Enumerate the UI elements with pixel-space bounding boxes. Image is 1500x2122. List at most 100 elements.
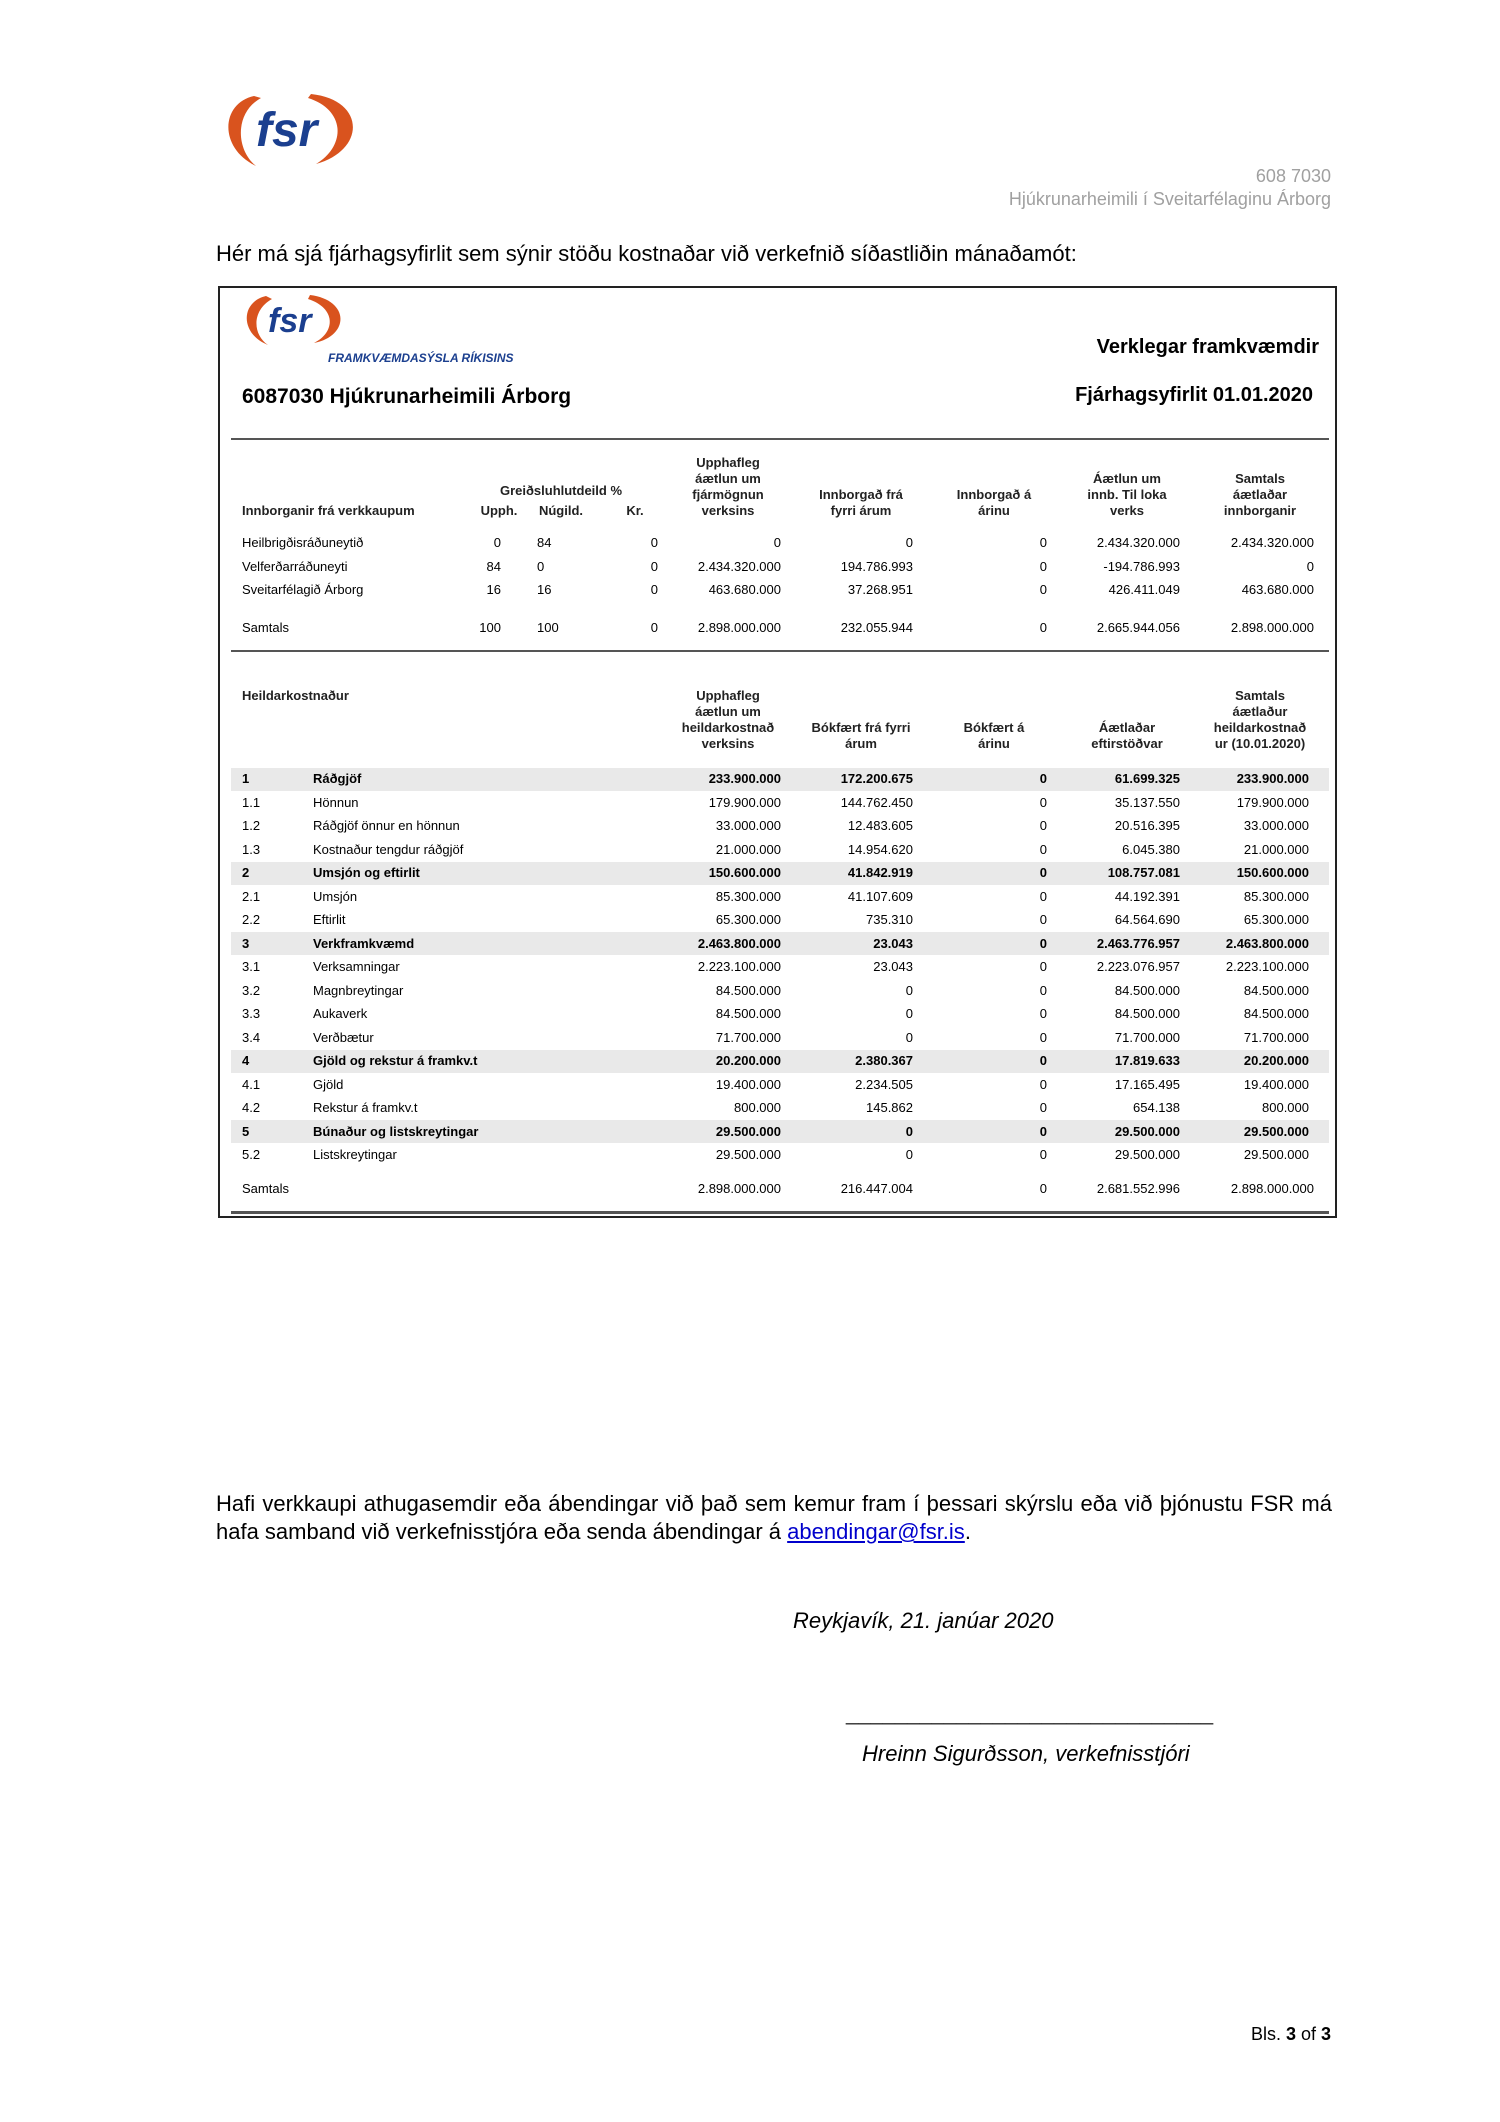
- total-total-estimated-cost: 2.898.000.000: [1230, 1181, 1314, 1196]
- total-estimated-cost: 179.900.000: [1236, 794, 1309, 810]
- upph-share: 100: [479, 620, 501, 635]
- total-planned-total-cost: 2.898.000.000: [697, 1181, 781, 1196]
- kr-share: 0: [650, 535, 658, 550]
- paid-prior-years: 37.268.951: [847, 582, 913, 597]
- booked-prior-years: 23.043: [873, 935, 913, 951]
- payer: Samtals: [242, 620, 289, 635]
- upph-share: 16: [486, 582, 501, 597]
- booked-prior-years: 0: [905, 1147, 913, 1162]
- total-estimated-cost: 85.300.000: [1243, 888, 1309, 904]
- planned-total-cost: 85.300.000: [715, 888, 781, 904]
- total-estimated-cost: 29.500.000: [1243, 1123, 1309, 1139]
- cost-code: 2.1: [242, 888, 261, 904]
- estimated-remaining: 35.137.550: [1114, 794, 1180, 810]
- booked-prior-years: 0: [905, 1029, 913, 1045]
- total-estimated-cost: 800.000: [1262, 1100, 1309, 1115]
- svg-text:fsr: fsr: [268, 302, 313, 340]
- cost-code: 1: [242, 771, 250, 786]
- page-total: 3: [1320, 2024, 1331, 2044]
- nugild-share: 16: [537, 582, 552, 597]
- costs-col5-header: Samtals áætlaður heildarkostnað ur (10.0…: [1213, 688, 1307, 751]
- date-line: Reykjavík, 21. janúar 2020: [793, 1608, 1054, 1633]
- cost-code: 3.1: [242, 959, 261, 974]
- booked-this-year: 0: [1039, 912, 1047, 927]
- cost-code: 4.2: [242, 1100, 261, 1115]
- booked-this-year: 0: [1039, 1076, 1047, 1092]
- booked-this-year: 0: [1039, 1053, 1047, 1068]
- cost-name: Verðbætur: [313, 1029, 374, 1045]
- cost-name: Verksamningar: [313, 959, 400, 974]
- cost-name: Aukaverk: [313, 1006, 368, 1021]
- estimated-remaining: 17.819.633: [1114, 1053, 1180, 1068]
- estimated-remaining: 29.500.000: [1114, 1147, 1180, 1162]
- total-estimated-cost: 65.300.000: [1243, 912, 1309, 927]
- planned-total-cost: 2.223.100.000: [697, 959, 781, 974]
- booked-prior-years: 14.954.620: [847, 841, 913, 857]
- cost-code: 3.4: [242, 1029, 261, 1045]
- estimated-remaining: 6.045.380: [1122, 841, 1180, 857]
- booked-this-year: 0: [1039, 1029, 1047, 1045]
- page-of: of: [1295, 2024, 1321, 2044]
- booked-this-year: 0: [1039, 1147, 1047, 1162]
- nugild-share: 0: [537, 559, 545, 574]
- booked-prior-years: 144.762.450: [840, 794, 913, 810]
- page-number: Bls. 3 of 3: [1251, 2024, 1331, 2045]
- group-row-shade: [231, 767, 1329, 791]
- planned-total-cost: 20.200.000: [715, 1053, 781, 1068]
- booked-this-year: 0: [1039, 1100, 1047, 1115]
- cost-code: 2: [242, 865, 250, 880]
- booked-prior-years: 0: [905, 1123, 913, 1139]
- booked-prior-years: 2.234.505: [855, 1076, 913, 1092]
- cost-name: Ráðgjöf önnur en hönnun: [313, 818, 460, 833]
- email-link[interactable]: abendingar@fsr.is: [787, 1519, 965, 1544]
- payments-col4-header: Áætlun um innb. Til loka verks: [1087, 471, 1167, 518]
- total-estimated-cost: 84.500.000: [1243, 1006, 1309, 1021]
- signer-name: Hreinn Sigurðsson, verkefnisstjóri: [862, 1741, 1190, 1766]
- upph-header: Upph.: [480, 503, 518, 518]
- estimated-remaining: 64.564.690: [1114, 912, 1180, 927]
- total-estimated-cost: 2.223.100.000: [1225, 959, 1309, 974]
- booked-this-year: 0: [1039, 1006, 1047, 1021]
- estimated-remaining: 84.500.000: [1114, 1006, 1180, 1021]
- planned-total-cost: 65.300.000: [715, 912, 781, 927]
- planned-total-cost: 84.500.000: [715, 982, 781, 998]
- paid-this-year: 0: [1039, 582, 1047, 597]
- estimated-remaining: 44.192.391: [1114, 888, 1180, 904]
- planned-total-cost: 179.900.000: [708, 794, 781, 810]
- group-row-shade: [231, 861, 1329, 885]
- planned-total-cost: 84.500.000: [715, 1006, 781, 1021]
- total-planned: 463.680.000: [1241, 582, 1314, 597]
- cost-name: Gjöld: [313, 1076, 344, 1092]
- cost-name: Listskreytingar: [313, 1147, 397, 1162]
- booked-this-year: 0: [1039, 865, 1047, 880]
- total-estimated-cost: 21.000.000: [1243, 841, 1309, 857]
- total-booked-this-year: 0: [1039, 1181, 1047, 1196]
- total-estimated-cost: 33.000.000: [1243, 818, 1309, 833]
- planned-remaining: 426.411.049: [1108, 582, 1180, 597]
- cost-code: 1.1: [242, 794, 261, 810]
- group-row-shade: [231, 932, 1329, 955]
- fsr-logo: fsr: [228, 94, 353, 166]
- cost-code: 1.3: [242, 841, 261, 857]
- total-estimated-cost: 2.463.800.000: [1225, 935, 1309, 951]
- signature-line: ______________________________: [846, 1700, 1214, 1725]
- cost-name: Umsjón: [313, 888, 358, 904]
- payments-col5-header: Samtals áætlaðar innborganir: [1223, 471, 1297, 518]
- booked-prior-years: 0: [905, 1006, 913, 1021]
- booked-prior-years: 23.043: [873, 959, 913, 974]
- cost-name: Verkframkvæmd: [313, 935, 415, 951]
- cost-code: 3.2: [242, 982, 261, 998]
- cost-name: Eftirlit: [313, 912, 346, 927]
- costs-label-header: Heildarkostnaður: [242, 688, 349, 703]
- planned-total-cost: 800.000: [734, 1100, 781, 1115]
- cost-code: 3: [242, 935, 250, 951]
- costs-col1-header: Upphafleg áætlun um heildarkostnað verks…: [681, 688, 775, 751]
- cost-name: Búnaður og listskreytingar: [313, 1123, 479, 1139]
- page-prefix: Bls.: [1250, 2024, 1286, 2044]
- upph-share: 0: [493, 535, 501, 550]
- kr-share: 0: [650, 620, 658, 635]
- estimated-remaining: 2.463.776.957: [1096, 935, 1180, 951]
- payments-col2-header: Innborgað frá fyrri árum: [819, 487, 903, 518]
- planned-total-cost: 71.700.000: [715, 1029, 781, 1045]
- booked-this-year: 0: [1039, 794, 1047, 810]
